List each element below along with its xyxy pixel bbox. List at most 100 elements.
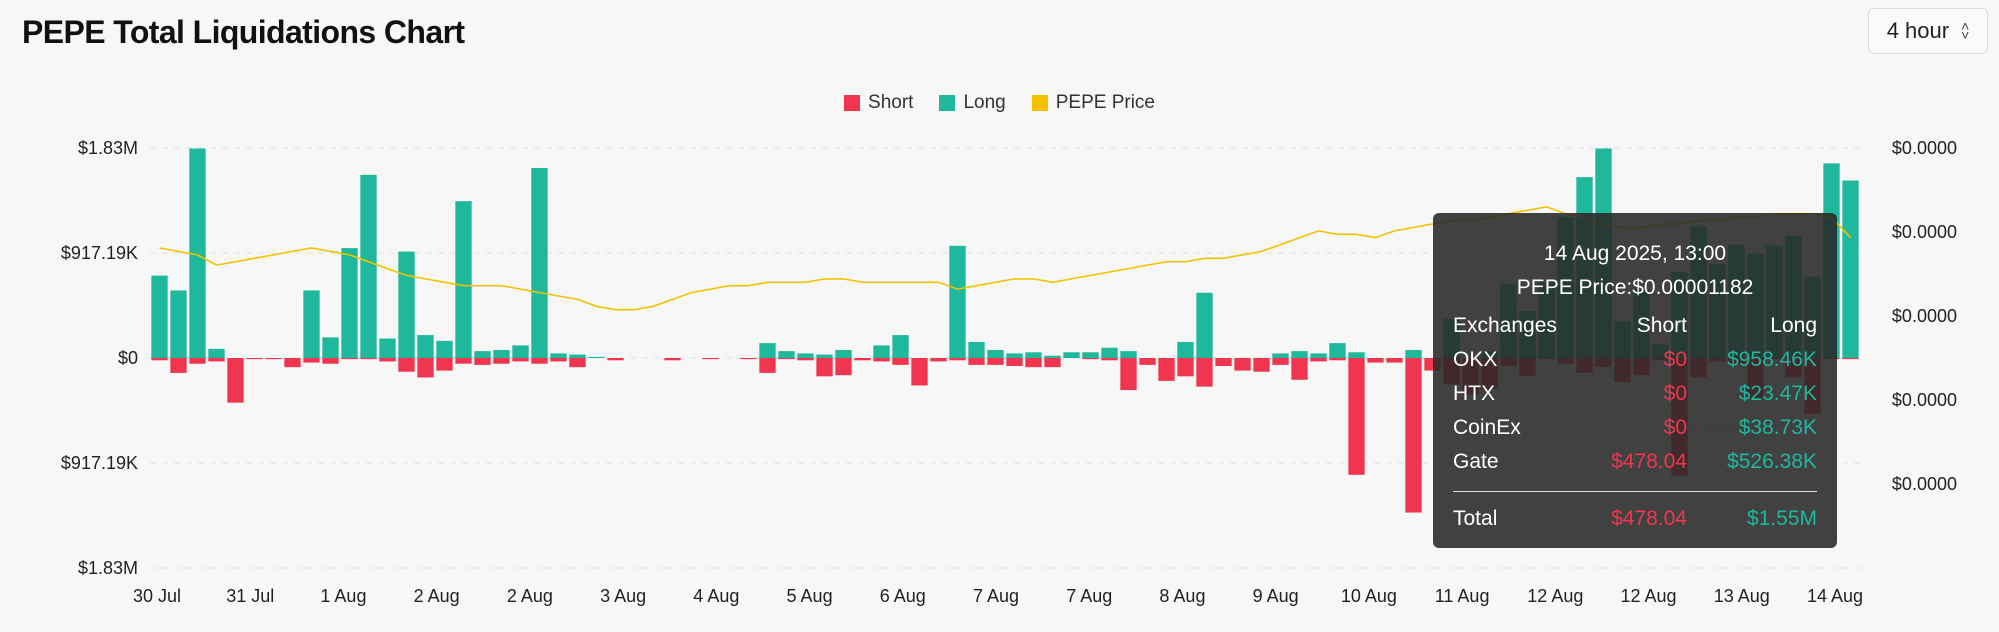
long-bar xyxy=(1120,351,1137,358)
page-title: PEPE Total Liquidations Chart xyxy=(22,14,465,50)
short-bar xyxy=(151,358,168,361)
short-bar xyxy=(436,358,453,371)
long-bar xyxy=(1196,292,1213,358)
tooltip-row: OKX $0 $958.46K xyxy=(1453,343,1817,377)
short-bar xyxy=(607,358,624,361)
long-bar xyxy=(1044,355,1061,358)
long-bar xyxy=(1082,352,1099,358)
short-bar xyxy=(1139,358,1156,365)
y-tick-right: $0.0000 xyxy=(1892,222,1957,242)
x-tick: 9 Aug xyxy=(1253,586,1299,606)
long-bar xyxy=(1291,351,1308,358)
short-bar xyxy=(1253,358,1270,372)
x-tick: 2 Aug xyxy=(414,586,460,606)
short-bar xyxy=(569,358,586,368)
long-bar xyxy=(360,174,377,358)
short-bar xyxy=(1291,358,1308,380)
short-bar xyxy=(1329,358,1346,361)
short-bar xyxy=(550,358,567,362)
x-tick: 2 Aug xyxy=(507,586,553,606)
short-bar xyxy=(949,358,966,361)
legend-item-short[interactable]: Short xyxy=(844,92,913,114)
x-tick: 5 Aug xyxy=(787,586,833,606)
short-bar xyxy=(1215,358,1232,367)
y-tick-left: $0 xyxy=(118,348,138,368)
long-bar xyxy=(151,275,168,358)
y-tick-left: $917.19K xyxy=(61,453,138,473)
x-tick: 7 Aug xyxy=(1066,586,1112,606)
tooltip-col-short: Short xyxy=(1636,314,1687,337)
short-bar xyxy=(892,358,909,365)
short-bar xyxy=(930,358,947,362)
long-bar xyxy=(968,341,985,358)
short-bar xyxy=(227,358,244,403)
short-bar xyxy=(1177,358,1194,377)
tooltip-exchange: Gate xyxy=(1453,450,1499,473)
short-bar xyxy=(1310,358,1327,362)
short-bar xyxy=(759,358,776,373)
long-bar xyxy=(759,343,776,358)
long-bar xyxy=(322,337,339,358)
short-bar xyxy=(740,358,757,360)
long-bar xyxy=(1063,352,1080,358)
tooltip-time: 14 Aug 2025, 13:00 xyxy=(1543,242,1727,265)
long-bar xyxy=(208,348,225,358)
y-tick-right: $0.0000 xyxy=(1892,474,1957,494)
tooltip-total-long: $1.55M xyxy=(1746,507,1817,530)
short-bar xyxy=(911,358,928,386)
short-bar xyxy=(987,358,1004,365)
long-bar xyxy=(1405,349,1422,358)
short-bar xyxy=(493,358,510,364)
short-bar xyxy=(208,358,225,362)
x-tick: 31 Jul xyxy=(226,586,274,606)
legend-swatch-long xyxy=(939,95,956,111)
tooltip-long: $526.38K xyxy=(1727,450,1817,473)
short-bar xyxy=(531,358,548,364)
tooltip-row: HTX $0 $23.47K xyxy=(1453,377,1817,411)
y-tick-right: $0.0000 xyxy=(1892,390,1957,410)
interval-value: 4 hour xyxy=(1886,18,1950,43)
tooltip-short: $0 xyxy=(1663,348,1687,371)
x-tick: 6 Aug xyxy=(880,586,926,606)
long-bar xyxy=(588,356,605,358)
x-tick: 30 Jul xyxy=(133,586,181,606)
chart-legend: Short Long PEPE Price xyxy=(0,92,1999,114)
long-bar xyxy=(835,349,852,358)
short-bar xyxy=(474,358,491,365)
interval-select[interactable]: 4 hour ˄ ˅ xyxy=(1868,8,1988,54)
long-bar xyxy=(531,167,548,358)
long-bar xyxy=(474,351,491,358)
legend-item-long[interactable]: Long xyxy=(939,92,1006,114)
short-bar xyxy=(1044,358,1061,368)
short-bar xyxy=(1025,358,1042,368)
tooltip-short: $478.04 xyxy=(1611,450,1687,473)
short-bar xyxy=(968,358,985,365)
short-bar xyxy=(246,358,263,360)
short-bar xyxy=(1158,358,1175,381)
tooltip-divider xyxy=(1453,491,1817,492)
short-bar xyxy=(1272,358,1289,365)
legend-label-short: Short xyxy=(868,92,914,113)
short-bar xyxy=(398,358,415,372)
short-bar xyxy=(664,358,681,361)
short-bar xyxy=(797,358,814,361)
long-bar xyxy=(892,335,909,358)
short-bar xyxy=(1348,358,1365,475)
x-tick: 12 Aug xyxy=(1527,586,1583,606)
long-bar xyxy=(1006,353,1023,358)
x-tick: 14 Aug xyxy=(1807,586,1863,606)
y-tick-right: $0.0000 xyxy=(1892,306,1957,326)
long-bar xyxy=(1025,352,1042,358)
short-bar xyxy=(322,358,339,364)
short-bar xyxy=(1101,358,1118,361)
long-bar xyxy=(417,335,434,358)
long-bar xyxy=(455,201,472,358)
long-bar xyxy=(512,345,529,358)
short-bar xyxy=(1405,358,1422,513)
legend-item-price[interactable]: PEPE Price xyxy=(1031,92,1155,114)
tooltip-short: $0 xyxy=(1663,416,1687,439)
long-bar xyxy=(949,245,966,358)
tooltip-header-row: Exchanges Short Long xyxy=(1453,309,1817,343)
long-bar xyxy=(569,354,586,358)
x-tick: 3 Aug xyxy=(600,586,646,606)
